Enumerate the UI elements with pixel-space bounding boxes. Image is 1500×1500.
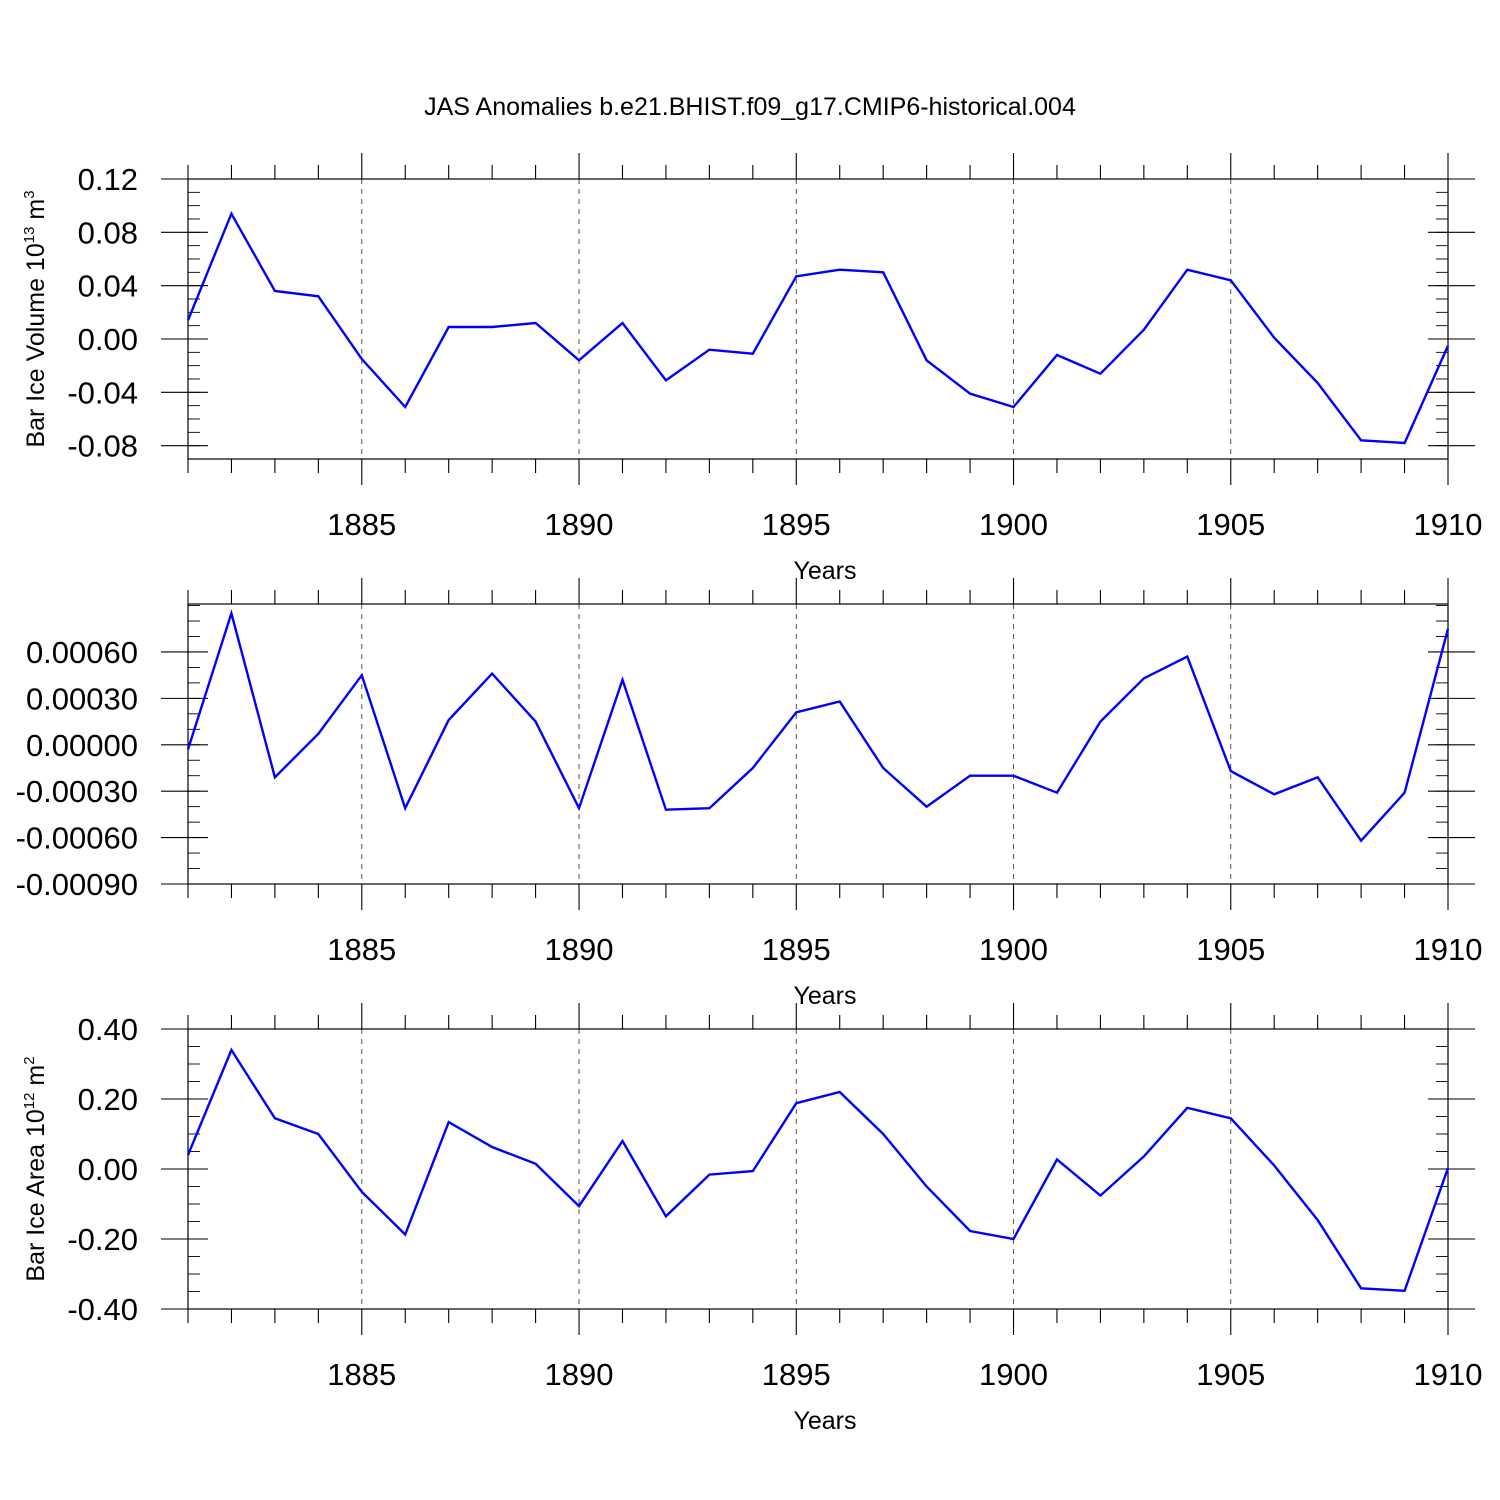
x-tick-label: 1890 (545, 932, 614, 967)
x-tick-label: 1905 (1196, 1357, 1265, 1392)
x-tick-label: 1895 (762, 507, 831, 542)
x-axis-title: Years (793, 1407, 856, 1435)
x-tick-label: 1900 (979, 932, 1048, 967)
y-tick-label: -0.40 (67, 1292, 138, 1327)
x-tick-label: 1885 (327, 507, 396, 542)
series-line (186, 1047, 1450, 1293)
x-tick-label: 1910 (1414, 507, 1483, 542)
y-tick-label: 0.40 (78, 1012, 138, 1047)
x-tick-label: 1885 (327, 932, 396, 967)
x-axis-title: Years (793, 982, 856, 1010)
figure-title: JAS Anomalies b.e21.BHIST.f09_g17.CMIP6-… (424, 93, 1076, 121)
y-tick-label: -0.00030 (16, 774, 138, 809)
y-tick-label: 0.00030 (26, 681, 138, 716)
x-tick-label: 1900 (979, 1357, 1048, 1392)
y-tick-label: -0.20 (67, 1222, 138, 1257)
x-tick-label: 1890 (545, 507, 614, 542)
x-tick-label: 1890 (545, 1357, 614, 1392)
x-tick-label: 1910 (1414, 932, 1483, 967)
y-tick-label: -0.04 (67, 375, 138, 410)
panel-2: 0.00060 0.00030 0.00000 -0.00030 -0.00060 -0.… (16, 578, 1483, 1010)
y-tick-label: 0.20 (78, 1082, 138, 1117)
x-tick-label: 1905 (1196, 507, 1265, 542)
y-tick-label: 0.00 (78, 1152, 138, 1187)
x-tick-label: 1885 (327, 1357, 396, 1392)
y-tick-label: 0.00000 (26, 728, 138, 763)
series-line (186, 609, 1450, 843)
y-tick-label: 0.00 (78, 322, 138, 357)
x-tick-label: 1910 (1414, 1357, 1483, 1392)
x-tick-label: 1895 (762, 1357, 831, 1392)
x-tick-label: 1905 (1196, 932, 1265, 967)
y-axis-title: Bar Ice Area 1012 m2 (21, 1056, 50, 1281)
y-tick-label: 0.12 (78, 162, 138, 197)
y-tick-label: -0.08 (67, 429, 138, 464)
y-tick-label: 0.08 (78, 215, 138, 250)
y-tick-label: -0.00060 (16, 821, 138, 856)
y-axis-title: Bar Ice Volume 1013 m3 (21, 190, 50, 447)
x-tick-label: 1900 (979, 507, 1048, 542)
plot-frame (187, 603, 1449, 885)
x-axis-title: Years (793, 557, 856, 585)
y-tick-label: 0.04 (78, 269, 138, 304)
panel-3: 0.40 0.20 0.00 -0.20 -0.40 1885 1890 1895 1900 19… (21, 1003, 1482, 1435)
y-tick-label: -0.00090 (16, 867, 138, 902)
x-tick-label: 1895 (762, 932, 831, 967)
y-tick-label: 0.00060 (26, 635, 138, 670)
panel-1: 0.12 0.08 0.04 0.00 -0.04 -0.08 1885 1890 1895 19… (21, 153, 1482, 585)
series-line (186, 210, 1450, 445)
